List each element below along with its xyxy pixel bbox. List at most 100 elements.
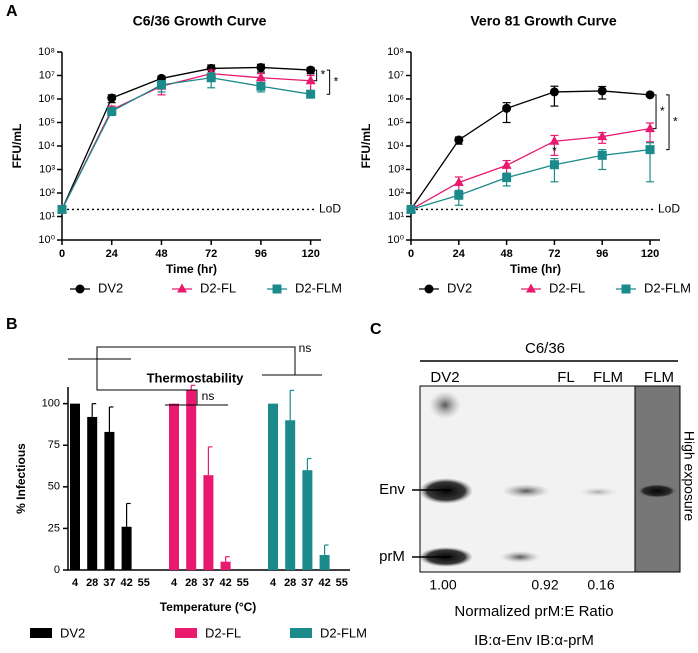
x-tick-label: 0 — [408, 248, 414, 260]
marker — [549, 87, 559, 97]
bar — [220, 561, 231, 570]
error-bar — [190, 384, 196, 391]
x-tick-label: 96 — [255, 248, 267, 260]
lod-label: LoD — [319, 202, 341, 216]
x-tick-label: 42 — [318, 577, 330, 589]
error-bar — [289, 389, 295, 421]
marker — [454, 190, 464, 200]
series-line — [410, 90, 651, 210]
legend-label: D2-FL — [205, 625, 241, 640]
y-tick-label: 25 — [48, 522, 60, 534]
x-tick-label: 48 — [155, 248, 167, 260]
marker — [206, 73, 216, 83]
bar — [285, 420, 296, 570]
y-tick-label: 10⁵ — [38, 116, 55, 128]
y-tick-label: 10⁵ — [387, 116, 404, 128]
y-tick-label: 10³ — [388, 163, 404, 175]
x-tick-label: 24 — [106, 248, 119, 260]
series-line — [410, 127, 651, 210]
y-tick-label: 10⁶ — [38, 93, 55, 105]
lane-label: FLM — [644, 369, 674, 386]
x-tick-label: 28 — [86, 577, 98, 589]
blot: C6/36 DV2 FL FLM FLM High exposure Env p… — [379, 340, 697, 649]
x-tick-label: 37 — [103, 577, 115, 589]
legend-marker — [621, 284, 631, 294]
legend-marker — [424, 284, 434, 294]
sig-label: * — [660, 104, 665, 118]
legend-label: DV2 — [60, 625, 85, 640]
panel-label: A — [6, 3, 18, 20]
blot-footer: IB:α-Env IB:α-prM — [474, 632, 594, 649]
marker — [549, 135, 560, 145]
x-axis-label: Time (hr) — [166, 262, 217, 276]
series-line — [61, 77, 311, 210]
x-tick-label: 55 — [237, 577, 249, 589]
legend-swatch — [175, 628, 197, 638]
y-tick-label: 10² — [388, 187, 404, 199]
x-tick-label: 4 — [72, 577, 79, 589]
band — [419, 478, 473, 504]
blot-header: C6/36 — [525, 340, 565, 357]
legend-label: D2-FLM — [320, 625, 367, 640]
marker — [597, 131, 608, 141]
y-tick-label: 10¹ — [39, 210, 55, 222]
marker — [501, 159, 512, 169]
x-tick-label: 4 — [270, 577, 277, 589]
bar — [186, 390, 197, 570]
marker — [306, 65, 316, 75]
error-bar — [306, 457, 312, 471]
error-bar — [125, 502, 131, 527]
marker — [406, 204, 416, 214]
x-tick-label: 0 — [59, 248, 65, 260]
y-tick-label: 50 — [48, 481, 60, 493]
bar — [121, 526, 132, 570]
x-tick-label: 72 — [205, 248, 217, 260]
marker — [453, 176, 464, 186]
x-tick-label: 42 — [120, 577, 132, 589]
marker — [645, 123, 656, 133]
legend-label: D2-FL — [200, 280, 236, 295]
ratio: 1.00 — [429, 577, 456, 593]
y-tick-label: 10⁷ — [388, 69, 404, 81]
band — [500, 551, 540, 563]
legend-swatch — [290, 628, 312, 638]
blot-image-high — [634, 385, 681, 573]
ratio-label: Normalized prM:E Ratio — [454, 603, 613, 620]
y-tick-label: 10⁷ — [39, 69, 55, 81]
ratio: 0.92 — [531, 577, 558, 593]
band-label: prM — [379, 548, 405, 565]
band — [429, 391, 461, 419]
sig-bracket — [96, 346, 296, 375]
series-line — [410, 148, 651, 211]
y-tick-label: 10⁶ — [387, 93, 404, 105]
x-tick-label: 28 — [185, 577, 197, 589]
series-line — [61, 72, 311, 210]
bar — [319, 555, 330, 570]
bar — [169, 403, 179, 570]
legend-label: D2-FL — [549, 280, 585, 295]
panel-label: B — [6, 316, 18, 333]
y-tick-label: 10⁰ — [387, 234, 404, 246]
y-tick-label: 10⁸ — [387, 46, 404, 58]
error-bar — [91, 403, 97, 417]
marker — [645, 90, 655, 100]
marker — [107, 106, 117, 116]
y-tick-label: 10⁰ — [38, 234, 55, 246]
side-label: High exposure — [681, 431, 697, 521]
marker — [255, 72, 266, 82]
legend-label: D2-FLM — [644, 280, 691, 295]
y-tick-label: 10⁸ — [38, 46, 55, 58]
y-tick-label: 75 — [48, 439, 60, 451]
ratio: 0.16 — [587, 577, 614, 593]
lane-label: FL — [557, 369, 575, 386]
marker — [156, 80, 166, 90]
y-tick-label: 10⁴ — [38, 140, 55, 152]
sig-bracket — [666, 94, 670, 151]
x-tick-label: 55 — [138, 577, 150, 589]
bar — [104, 431, 115, 570]
marker — [107, 93, 117, 103]
error-bar — [108, 406, 114, 432]
band-label: Env — [379, 481, 405, 498]
marker — [502, 173, 512, 183]
